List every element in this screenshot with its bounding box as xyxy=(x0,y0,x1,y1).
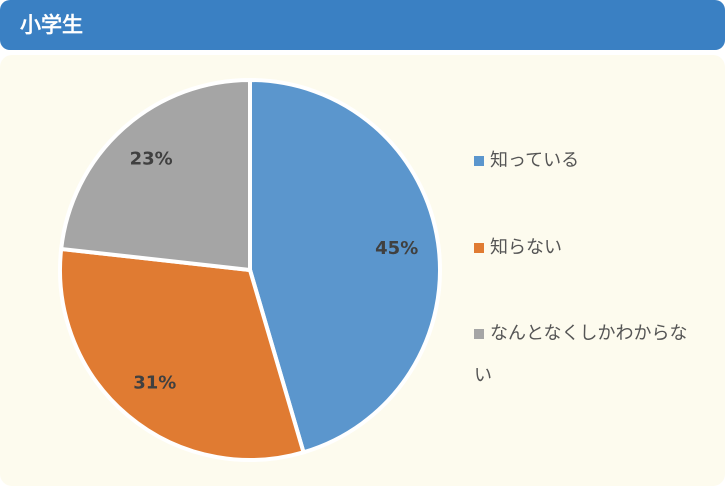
legend-swatch xyxy=(474,329,484,339)
pie-slice xyxy=(248,77,442,455)
legend-item: 知らない xyxy=(474,227,699,269)
data-label: 31% xyxy=(133,373,176,394)
legend-swatch xyxy=(474,243,484,253)
legend-swatch xyxy=(474,156,484,166)
legend-item: なんとなくしかわからない xyxy=(474,313,699,397)
pie-slice xyxy=(58,77,252,273)
legend-label: 知らない xyxy=(490,237,562,258)
data-label: 45% xyxy=(375,238,418,259)
legend-item: 知っている xyxy=(474,140,699,182)
header-title: 小学生 xyxy=(0,0,725,50)
legend-label: 知っている xyxy=(490,150,580,171)
legend-label: なんとなくしかわからない xyxy=(474,323,688,386)
data-label: 23% xyxy=(130,149,173,170)
pie-slice xyxy=(58,246,307,462)
